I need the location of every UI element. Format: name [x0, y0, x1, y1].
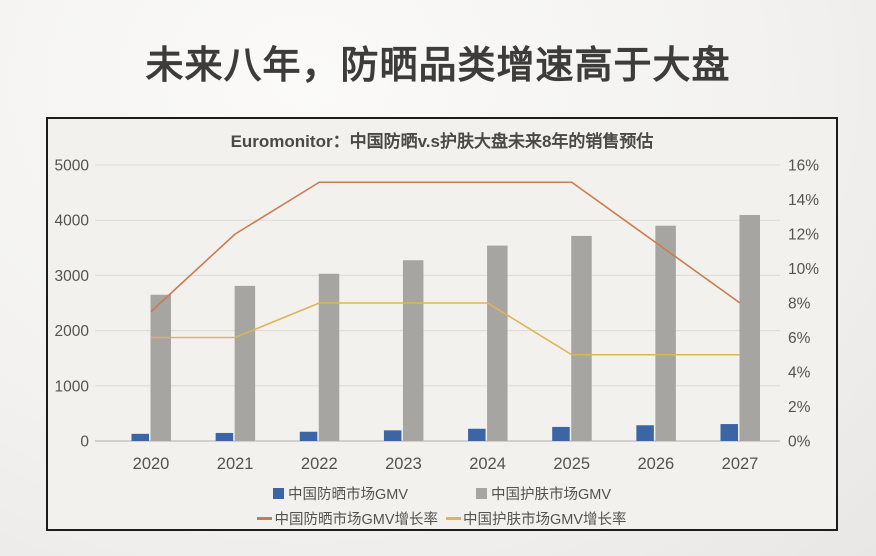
bar	[402, 260, 424, 441]
left-axis-tick: 4000	[55, 213, 90, 230]
bar	[299, 431, 318, 441]
x-axis-label: 2025	[553, 455, 590, 473]
bar	[720, 424, 738, 441]
bar	[552, 426, 570, 441]
legend-item: 中国防晒市场GMV	[272, 483, 408, 504]
legend-item: 中国护肤市场GMV	[476, 483, 611, 504]
x-axis-label: 2022	[301, 455, 338, 473]
legend-label: 中国防晒市场GMV增长率	[274, 512, 438, 528]
legend-line-swatch	[257, 517, 273, 520]
right-axis-tick: 8%	[788, 296, 811, 313]
left-axis-tick: 5000	[55, 158, 90, 175]
right-axis-tick: 2%	[788, 399, 811, 416]
legend-item: 中国护肤市场GMV增长率	[446, 508, 627, 529]
right-axis-tick: 10%	[788, 261, 819, 278]
bar	[739, 214, 760, 441]
growth-line	[150, 181, 741, 313]
legend-line-swatch	[446, 517, 461, 520]
legend-square-swatch	[272, 488, 284, 499]
left-axis-tick: 0	[80, 434, 89, 451]
legend-label: 中国防晒市场GMV	[287, 487, 408, 503]
right-axis-tick: 16%	[788, 158, 819, 175]
chart-title: Euromonitor：中国防晒v.s护肤大盘未来8年的销售预估	[230, 132, 654, 151]
left-axis-tick: 2000	[55, 323, 90, 340]
bar	[571, 235, 592, 441]
x-axis-label: 2021	[217, 455, 254, 473]
x-axis-label: 2024	[469, 455, 506, 473]
x-axis-label: 2026	[637, 455, 674, 473]
legend-square-swatch	[476, 488, 487, 499]
right-axis-tick: 14%	[788, 192, 819, 209]
legend-label: 中国护肤市场GMV	[491, 487, 612, 503]
bar	[383, 430, 402, 441]
page-title: 未来八年，防晒品类增速高于大盘	[145, 45, 731, 87]
chart-plot: 0 1000 2000 3000 4000 5000 0% 2% 4% 6% 8% 10% 12% 14%…	[55, 158, 820, 474]
legend-item: 中国防晒市场GMV增长率	[257, 508, 438, 529]
bar	[131, 433, 149, 441]
bar	[468, 428, 486, 441]
bar	[487, 245, 508, 441]
bar	[636, 425, 654, 441]
bar	[215, 432, 234, 441]
chart-container: Euromonitor：中国防晒v.s护肤大盘未来8年的销售预估 0 1000 20…	[46, 117, 838, 531]
right-axis-tick: 12%	[788, 227, 819, 244]
right-axis-tick: 4%	[788, 365, 811, 382]
x-axis-label: 2027	[722, 455, 759, 473]
bar	[655, 225, 676, 441]
left-axis-tick: 3000	[55, 268, 90, 285]
legend-label: 中国护肤市场GMV增长率	[463, 512, 627, 528]
bar	[234, 285, 256, 441]
legend-row-bars: 中国防晒市场GMV 中国护肤市场GMV	[48, 483, 836, 504]
legend-row-lines: 中国防晒市场GMV增长率 中国护肤市场GMV增长率	[48, 508, 836, 529]
bar	[150, 294, 171, 441]
right-axis-tick: 6%	[788, 330, 811, 347]
right-axis-tick: 0%	[788, 434, 811, 451]
growth-line	[151, 302, 740, 356]
x-axis-label: 2020	[133, 455, 170, 473]
left-axis-tick: 1000	[55, 378, 90, 395]
x-axis-label: 2023	[385, 455, 422, 473]
bar	[318, 273, 340, 441]
